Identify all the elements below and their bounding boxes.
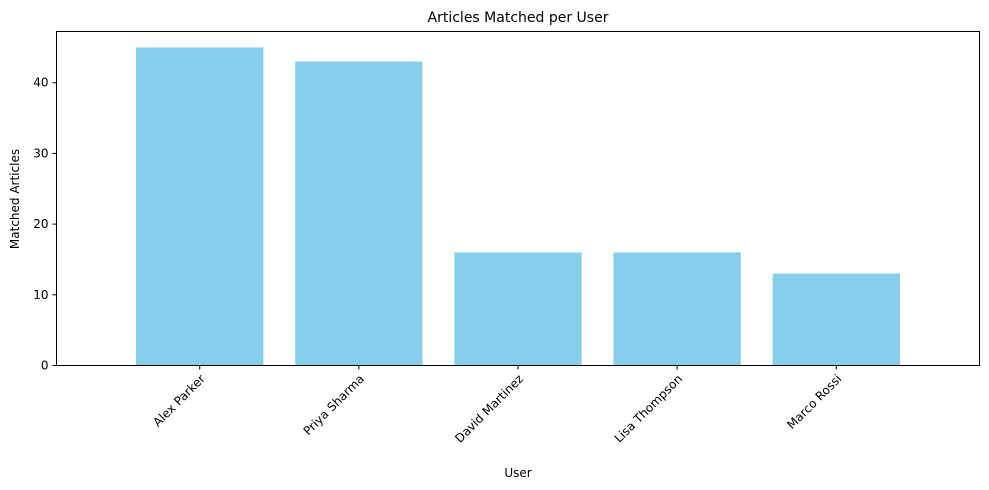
y-tick-label: 20 (33, 217, 48, 231)
bars-layer (136, 47, 900, 366)
y-tick-label: 30 (33, 146, 48, 160)
x-tick-label: David Martinez (452, 372, 526, 446)
bar-david-martinez (454, 252, 582, 366)
plot-area-frame (56, 31, 980, 366)
x-tick-label: Alex Parker (150, 372, 208, 430)
bar-alex-parker (136, 47, 264, 366)
x-axis-label: User (504, 466, 531, 480)
x-axis: Alex Parker Priya Sharma David Martinez Lis… (150, 365, 844, 446)
bar-marco-rossi (772, 273, 900, 366)
bar-lisa-thompson (613, 252, 741, 366)
y-tick-label: 0 (41, 359, 49, 373)
chart-title: Articles Matched per User (428, 10, 609, 26)
x-tick-label: Priya Sharma (301, 372, 367, 438)
x-tick-label: Marco Rossi (784, 372, 844, 432)
y-tick-label: 40 (33, 76, 48, 90)
y-axis-label: Matched Articles (8, 149, 22, 249)
x-tick-label: Lisa Thompson (612, 372, 686, 446)
y-axis: 0 10 20 30 40 (33, 76, 57, 373)
y-tick-label: 10 (33, 288, 48, 302)
bar-priya-sharma (295, 61, 423, 366)
